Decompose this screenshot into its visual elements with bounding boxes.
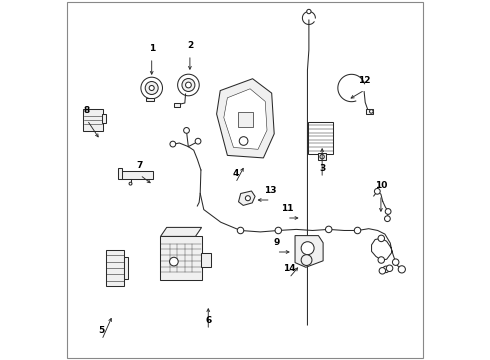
Text: 1: 1 xyxy=(148,44,155,53)
Circle shape xyxy=(178,74,199,96)
Circle shape xyxy=(195,138,201,144)
Bar xyxy=(201,253,211,267)
Bar xyxy=(124,257,127,279)
Circle shape xyxy=(301,255,312,265)
Circle shape xyxy=(245,196,250,201)
Bar xyxy=(83,109,103,131)
Text: 11: 11 xyxy=(281,204,293,213)
Polygon shape xyxy=(161,228,201,237)
Circle shape xyxy=(374,188,380,194)
Bar xyxy=(106,250,124,286)
Bar xyxy=(238,112,253,127)
Polygon shape xyxy=(217,79,274,158)
Circle shape xyxy=(186,82,191,88)
Circle shape xyxy=(307,9,311,14)
Bar xyxy=(318,153,326,160)
Text: 6: 6 xyxy=(205,316,211,325)
Circle shape xyxy=(170,257,178,266)
Bar xyxy=(367,109,373,114)
Text: 14: 14 xyxy=(283,264,295,273)
Circle shape xyxy=(379,267,386,274)
Circle shape xyxy=(184,127,190,133)
Circle shape xyxy=(354,227,361,234)
Circle shape xyxy=(383,266,389,273)
Circle shape xyxy=(386,265,393,271)
Circle shape xyxy=(392,259,399,265)
Text: 2: 2 xyxy=(187,41,193,50)
Bar xyxy=(308,122,333,154)
Bar xyxy=(102,114,105,123)
Circle shape xyxy=(237,227,244,234)
Polygon shape xyxy=(295,235,323,267)
Bar xyxy=(160,237,202,280)
Text: 12: 12 xyxy=(359,76,371,85)
Circle shape xyxy=(239,137,248,145)
Circle shape xyxy=(141,77,163,99)
Text: 8: 8 xyxy=(84,105,90,114)
Polygon shape xyxy=(239,191,255,206)
Text: 4: 4 xyxy=(232,168,239,177)
Circle shape xyxy=(378,257,385,263)
Circle shape xyxy=(369,109,373,113)
Circle shape xyxy=(129,182,132,185)
Circle shape xyxy=(275,227,282,234)
Circle shape xyxy=(320,154,324,159)
Circle shape xyxy=(398,266,405,273)
Circle shape xyxy=(385,216,390,221)
Circle shape xyxy=(170,141,176,147)
Text: 9: 9 xyxy=(273,238,280,247)
Bar xyxy=(118,168,122,179)
Text: 3: 3 xyxy=(319,163,325,172)
Bar xyxy=(146,98,154,101)
Circle shape xyxy=(385,208,391,214)
Circle shape xyxy=(378,235,385,242)
Text: 13: 13 xyxy=(265,186,277,195)
Text: 7: 7 xyxy=(137,161,143,170)
Circle shape xyxy=(301,242,314,255)
Circle shape xyxy=(325,226,332,233)
Polygon shape xyxy=(224,89,267,149)
Circle shape xyxy=(149,85,154,90)
Text: 10: 10 xyxy=(375,181,387,190)
Bar xyxy=(121,171,153,179)
Bar xyxy=(173,103,180,107)
Text: 5: 5 xyxy=(98,325,105,334)
Circle shape xyxy=(182,78,195,91)
Circle shape xyxy=(145,81,158,94)
